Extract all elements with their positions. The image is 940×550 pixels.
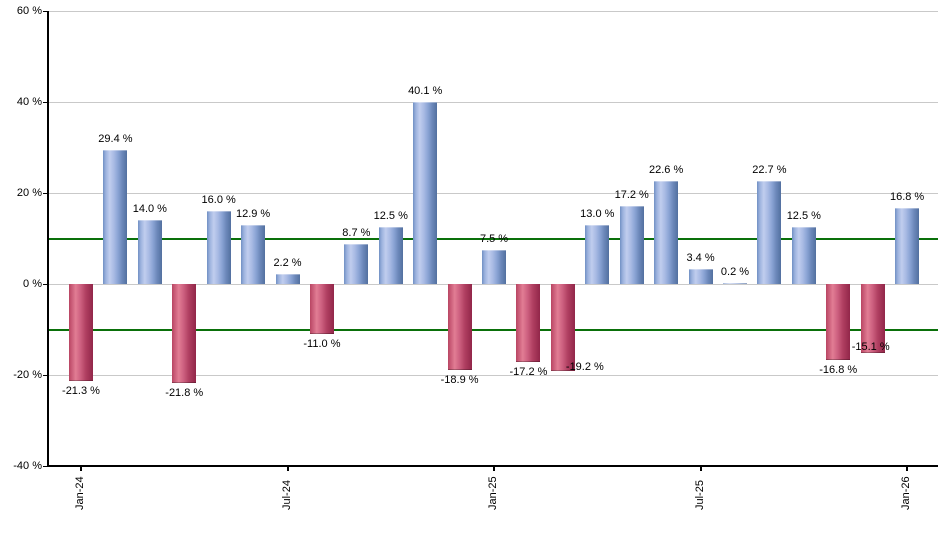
bar-negative	[860, 284, 885, 353]
bar-value-label: 12.9 %	[235, 208, 271, 221]
y-tick-mark	[43, 193, 49, 194]
reference-line	[48, 328, 938, 331]
bar-value-label: 29.4 %	[98, 133, 133, 146]
bar-positive	[275, 273, 300, 284]
bar-negative	[69, 284, 93, 381]
bar-value-label: 14.0 %	[132, 203, 167, 216]
bar-positive	[791, 227, 816, 284]
y-gridline	[48, 193, 938, 194]
x-tick-label: Jan-24	[74, 476, 86, 510]
y-tick-label: -20 %	[13, 369, 42, 381]
bar-value-label: 3.4 %	[686, 251, 715, 264]
x-axis-line	[47, 465, 938, 467]
bar-value-label: 16.0 %	[201, 194, 236, 207]
bar-value-label: -16.8 %	[819, 364, 858, 377]
bar-positive	[895, 207, 920, 284]
bar-positive	[722, 283, 747, 284]
bar-value-label: 0.2 %	[720, 266, 750, 278]
x-tick-label: Jan-25	[487, 476, 500, 510]
bar-value-label: -21.8 %	[165, 387, 204, 400]
bar-positive	[344, 244, 369, 284]
bar-value-label: -11.0 %	[303, 338, 341, 351]
bar-value-label: -18.9 %	[440, 373, 479, 386]
y-tick-label: 0 %	[23, 278, 42, 290]
bar-value-label: 12.5 %	[373, 210, 408, 223]
bar-positive	[206, 211, 231, 284]
bar-negative	[172, 284, 197, 384]
y-tick-mark	[43, 102, 49, 103]
bar-positive	[688, 268, 713, 284]
x-tick-mark	[699, 466, 702, 471]
y-tick-mark	[43, 284, 49, 285]
bar-value-label: -19.2 %	[565, 361, 604, 374]
bar-positive	[757, 180, 782, 284]
bar-negative	[550, 284, 575, 372]
bar-negative	[826, 284, 851, 361]
x-tick-mark	[906, 466, 909, 471]
y-tick-label: -40 %	[13, 460, 42, 472]
bar-value-label: 22.7 %	[752, 163, 787, 176]
x-tick-mark	[286, 466, 289, 471]
bar-value-label: 13.0 %	[580, 207, 615, 220]
y-tick-mark	[43, 11, 49, 12]
y-tick-label: 40 %	[16, 96, 42, 108]
bar-value-label: -15.1 %	[851, 340, 890, 353]
bar-negative	[447, 284, 472, 370]
x-tick-label: Jul-25	[693, 480, 706, 510]
x-tick-mark	[493, 466, 496, 471]
bar-value-label: 22.6 %	[649, 164, 684, 177]
y-gridline	[48, 375, 938, 376]
bar-value-label: 40.1 %	[408, 84, 443, 97]
bar-positive	[241, 225, 266, 284]
bar-value-label: 12.5 %	[786, 210, 821, 223]
bar-value-label: -17.2 %	[509, 366, 548, 379]
y-tick-label: 20 %	[16, 187, 42, 199]
reference-line	[48, 237, 938, 240]
x-tick-mark	[80, 466, 82, 471]
bar-value-label: 8.7 %	[342, 227, 371, 240]
y-tick-label: 60 %	[16, 5, 42, 17]
y-gridline	[48, 284, 938, 285]
y-gridline	[48, 11, 938, 12]
bar-value-label: 16.8 %	[889, 190, 925, 203]
y-tick-mark	[43, 466, 49, 467]
bar-positive	[103, 150, 128, 284]
x-tick-label: Jan-26	[900, 476, 913, 510]
y-axis-line	[47, 11, 49, 467]
bar-positive	[413, 101, 438, 284]
bar-positive	[654, 181, 679, 284]
bar-value-label: 17.2 %	[614, 188, 649, 201]
y-tick-mark	[43, 375, 49, 376]
bar-positive	[378, 227, 403, 284]
bar-value-label: 2.2 %	[273, 256, 302, 269]
bar-positive	[482, 249, 507, 284]
x-tick-label: Jul-24	[280, 480, 293, 510]
bar-positive	[137, 220, 162, 284]
bar-negative	[309, 284, 334, 335]
bar-positive	[619, 205, 644, 284]
bar-value-label: -21.3 %	[62, 384, 100, 397]
bar-negative	[516, 284, 541, 363]
bar-value-label: 7.5 %	[479, 232, 509, 245]
bar-positive	[585, 224, 610, 284]
y-gridline	[48, 102, 938, 103]
